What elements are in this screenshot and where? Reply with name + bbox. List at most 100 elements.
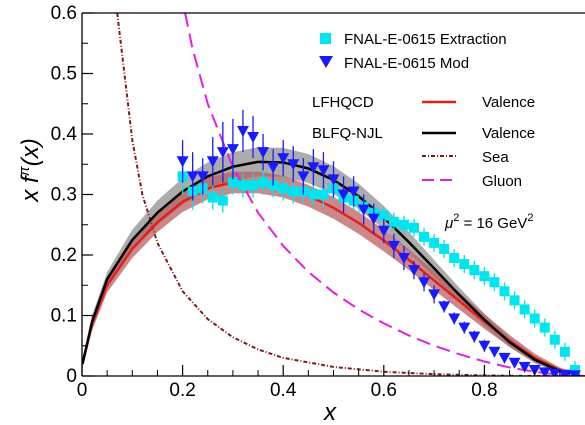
scale-annotation: μ2 = 16 GeV2 <box>444 212 533 232</box>
mod-point-32 <box>498 352 511 364</box>
mod-point-23 <box>407 265 420 277</box>
gluon-curve <box>184 13 585 376</box>
extraction-point-27 <box>449 253 460 264</box>
legend-label-gluon: Gluon <box>482 173 522 190</box>
x-tick-label-4: 0.8 <box>471 380 497 401</box>
y-tick-label-3: 0.3 <box>51 185 77 206</box>
legend-label-valence-black: Valence <box>482 125 535 142</box>
extraction-point-39 <box>569 364 580 375</box>
extraction-point-24 <box>419 231 430 242</box>
mod-point-27 <box>448 313 461 325</box>
mod-point-14 <box>317 165 330 177</box>
mod-point-17 <box>347 186 360 198</box>
mod-point-5 <box>226 144 239 156</box>
extraction-point-7 <box>248 180 259 191</box>
mod-point-13 <box>307 162 320 174</box>
axis-ticks <box>81 12 561 377</box>
mod-point-29 <box>468 331 481 343</box>
mod-point-8 <box>257 147 270 159</box>
extraction-point-25 <box>429 237 440 248</box>
y-tick-label-4: 0.4 <box>51 124 78 145</box>
legend-label-blfq: BLFQ-NJL <box>312 125 383 142</box>
mod-point-18 <box>357 204 370 216</box>
mod-point-38 <box>558 369 571 376</box>
axis-labels: 0 0.2 0.4 0.6 0.8 0 0.1 0.2 0.3 0.4 0.5 0.6 <box>51 3 498 401</box>
legend-label-sea: Sea <box>482 149 509 166</box>
legend-marker-mod <box>319 56 333 68</box>
sea-curve <box>116 13 585 376</box>
mod-point-36 <box>538 367 551 376</box>
extraction-point-8 <box>258 177 269 188</box>
y-axis-title: x fπ(x) <box>16 138 44 202</box>
extraction-point-6 <box>237 180 248 191</box>
mod-point-7 <box>247 132 260 144</box>
mod-point-11 <box>287 159 300 171</box>
legend-label-mod: FNAL-E-0615 Mod <box>344 55 469 72</box>
mod-point-3 <box>206 156 219 168</box>
mod-point-22 <box>397 253 410 265</box>
legend: FNAL-E-0615 Extraction FNAL-E-0615 Mod L… <box>312 31 535 190</box>
mod-point-19 <box>367 213 380 225</box>
legend-marker-extraction <box>320 33 331 44</box>
legend-label-valence-red: Valence <box>482 94 535 111</box>
x-tick-label-3: 0.6 <box>371 380 397 401</box>
legend-label-lfhqcd: LFHQCD <box>312 94 374 111</box>
data-points <box>176 109 581 376</box>
mod-point-37 <box>548 368 561 376</box>
mod-point-21 <box>387 240 400 252</box>
x-tick-label-1: 0.2 <box>169 380 195 401</box>
mod-point-30 <box>478 340 491 352</box>
mod-point-16 <box>337 189 350 201</box>
extraction-point-14 <box>318 189 329 200</box>
mod-point-0 <box>176 156 189 168</box>
extraction-point-30 <box>479 271 490 282</box>
extraction-point-20 <box>378 210 389 221</box>
mod-point-31 <box>488 346 501 358</box>
extraction-point-38 <box>559 346 570 357</box>
legend-label-extraction: FNAL-E-0615 Extraction <box>344 31 507 48</box>
extraction-point-4 <box>217 195 228 206</box>
mod-point-20 <box>377 225 390 237</box>
extraction-point-35 <box>529 313 540 324</box>
extraction-point-36 <box>539 322 550 333</box>
mod-point-10 <box>277 153 290 165</box>
extraction-point-13 <box>308 189 319 200</box>
x-tick-label-2: 0.4 <box>270 380 297 401</box>
mod-point-1 <box>186 171 199 183</box>
mod-point-25 <box>428 289 441 301</box>
model-curves <box>82 13 585 376</box>
extraction-point-34 <box>519 304 530 315</box>
extraction-point-23 <box>408 222 419 233</box>
mod-point-4 <box>216 147 229 159</box>
mod-point-26 <box>438 301 451 313</box>
y-tick-label-2: 0.2 <box>51 245 77 266</box>
extraction-point-21 <box>388 216 399 227</box>
extraction-point-29 <box>469 265 480 276</box>
extraction-point-3 <box>207 192 218 203</box>
x-axis-title: x <box>323 399 337 425</box>
mod-point-24 <box>418 277 431 289</box>
y-tick-label-1: 0.1 <box>51 306 77 327</box>
mod-point-6 <box>236 125 249 137</box>
mod-point-33 <box>508 357 521 369</box>
extraction-point-5 <box>227 177 238 188</box>
y-tick-label-6: 0.6 <box>51 3 77 24</box>
extraction-point-31 <box>489 277 500 288</box>
mod-point-9 <box>267 162 280 174</box>
extraction-point-28 <box>459 259 470 270</box>
y-tick-label-5: 0.5 <box>51 64 77 85</box>
extraction-point-22 <box>398 219 409 230</box>
extraction-point-26 <box>439 243 450 254</box>
y-tick-label-0: 0 <box>66 366 77 387</box>
mod-point-39 <box>568 370 581 376</box>
extraction-point-11 <box>288 186 299 197</box>
mod-point-15 <box>327 174 340 186</box>
mod-point-12 <box>297 171 310 183</box>
blfq-valence-curve <box>82 160 581 376</box>
mod-point-28 <box>458 322 471 334</box>
extraction-point-32 <box>499 286 510 297</box>
mod-point-2 <box>196 171 209 183</box>
extraction-point-33 <box>509 295 520 306</box>
extraction-point-37 <box>549 334 560 345</box>
